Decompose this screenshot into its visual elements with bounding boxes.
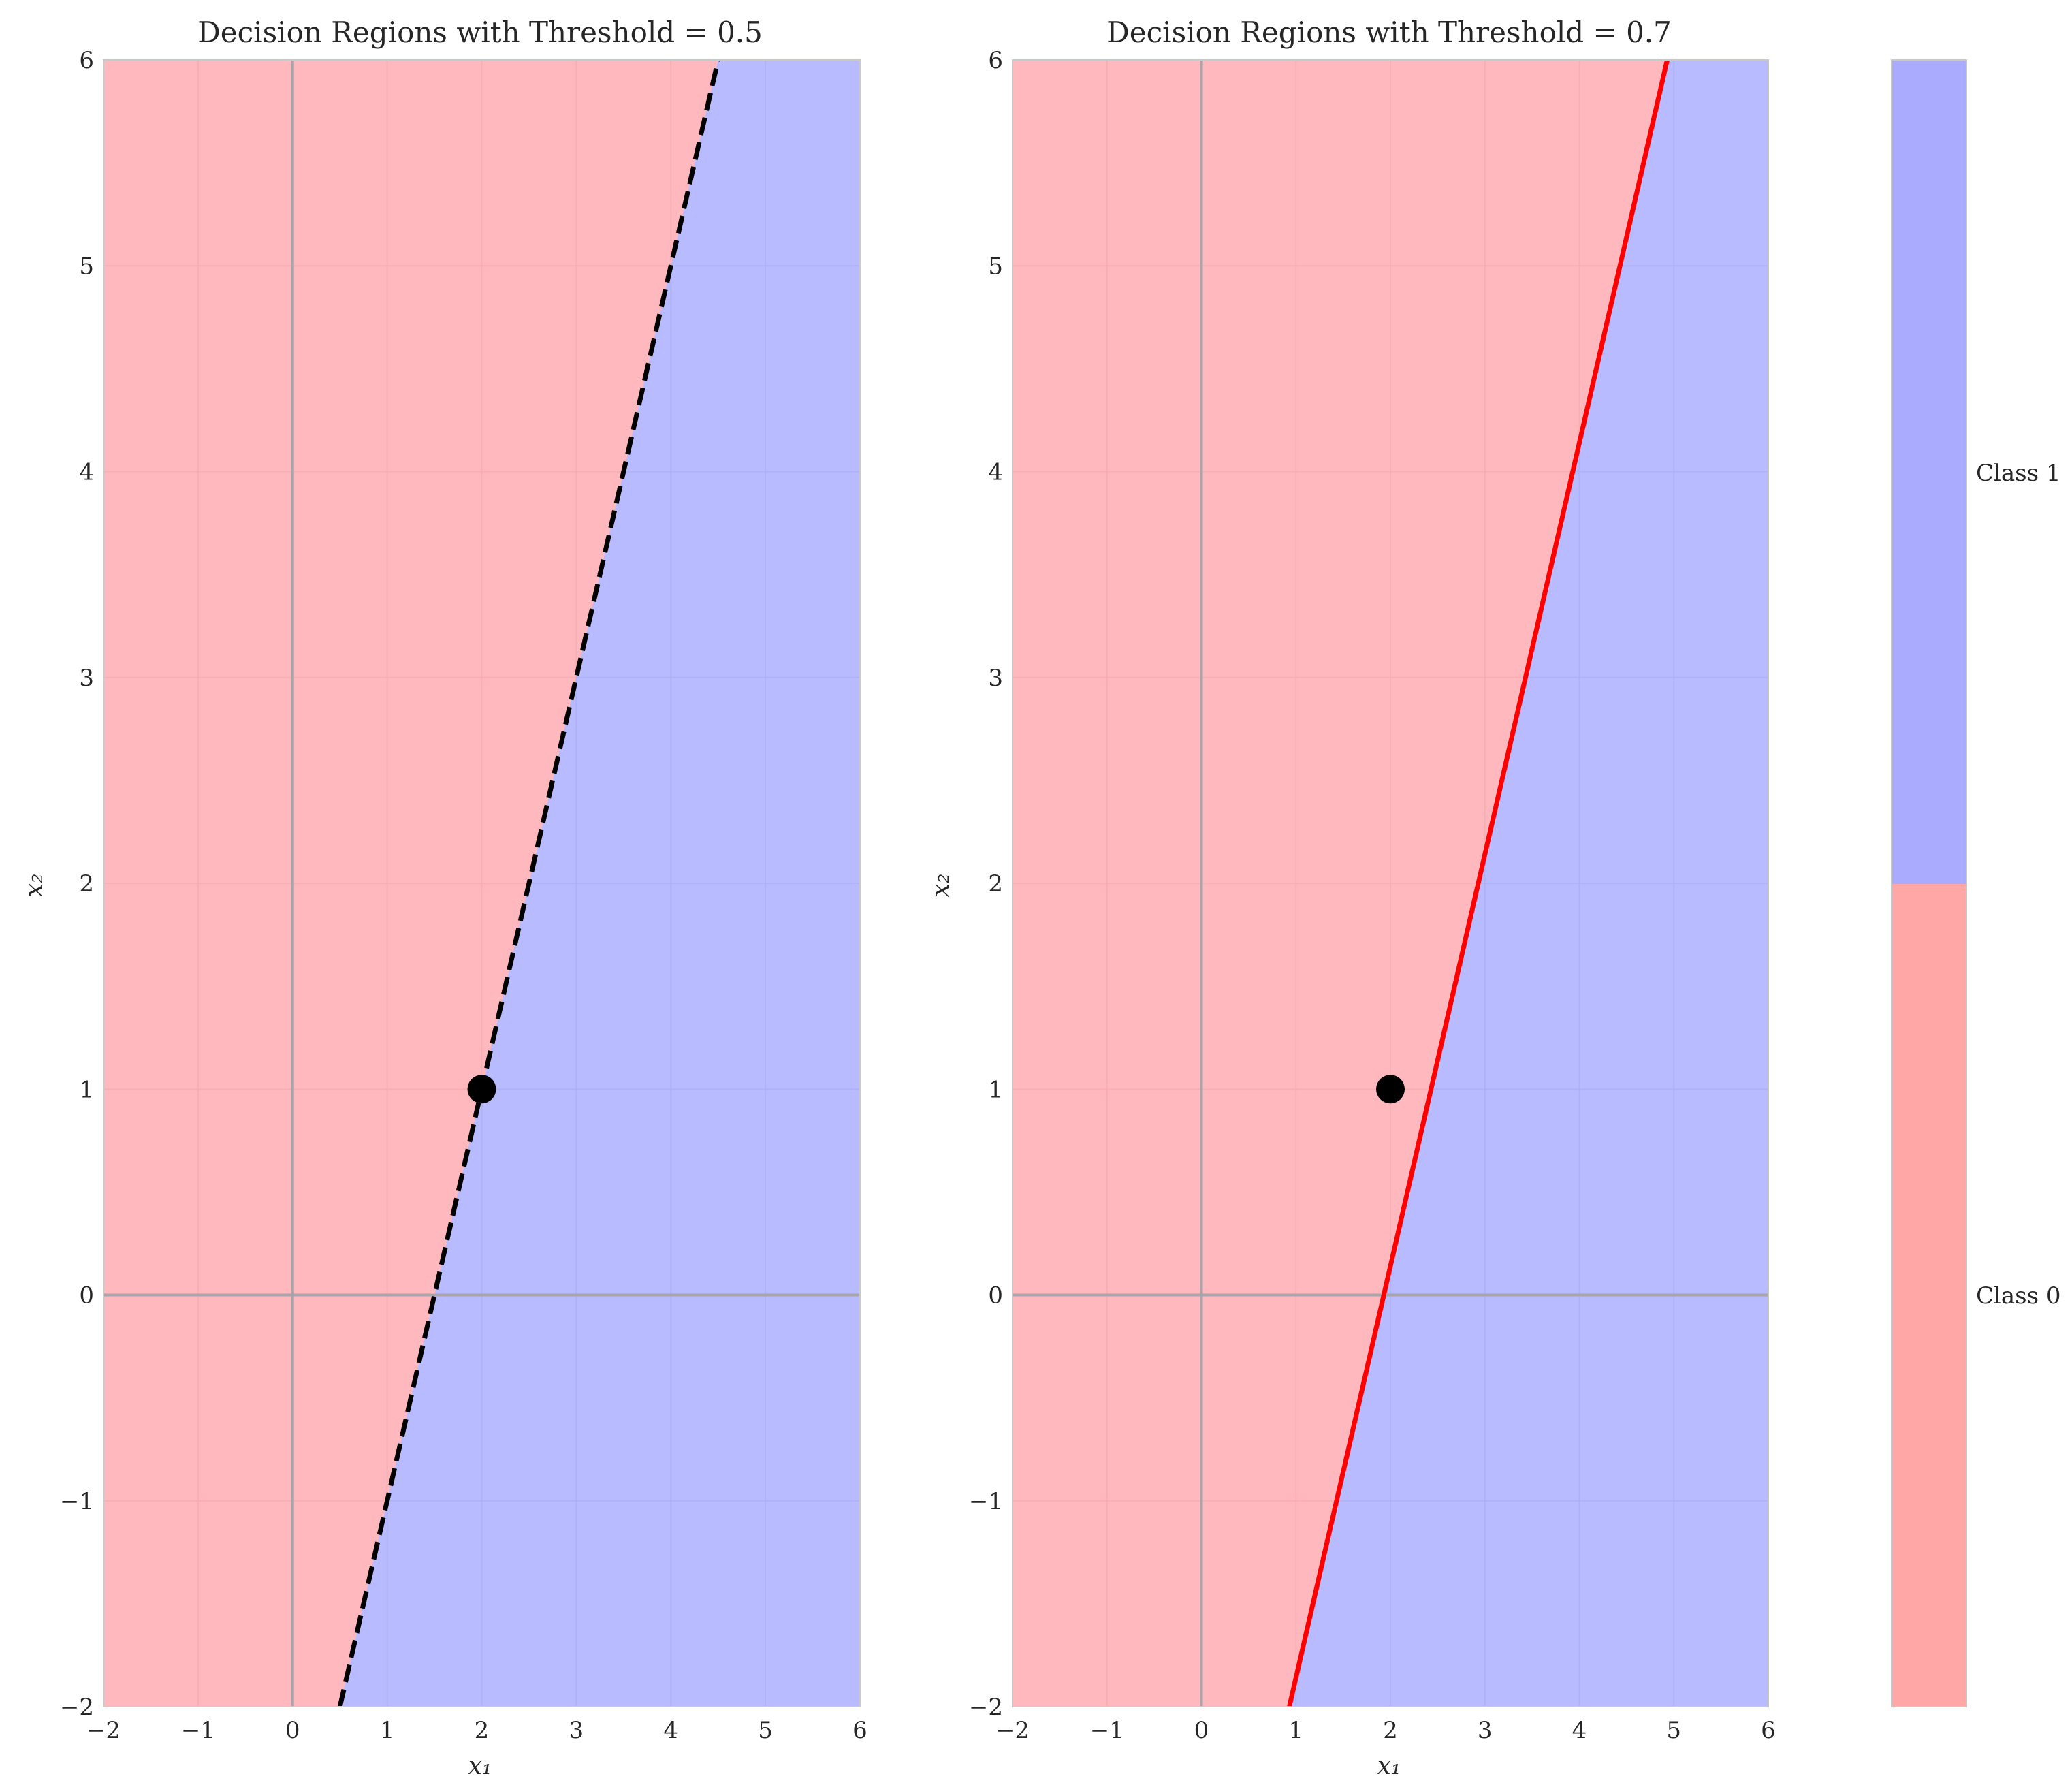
colorbar-label-class-0: Class 0	[1976, 1282, 2061, 1310]
y-axis-label: x₂	[927, 874, 955, 898]
colorbar-class-0-segment	[1892, 884, 1966, 1707]
x-tick-label: 2	[475, 1717, 490, 1744]
x-tick-label: 1	[1288, 1717, 1303, 1744]
x-tick-label: −1	[181, 1717, 215, 1744]
y-tick-label: 4	[988, 459, 1003, 486]
plot-panel-threshold-0-7: Decision Regions with Threshold = 0.7 −2…	[927, 16, 1776, 1780]
y-axis-label: x₂	[20, 874, 48, 898]
y-tick-labels: −2 −1 0 1 2 3 4 5 6	[969, 47, 1003, 1721]
x-tick-label: 6	[1761, 1717, 1776, 1744]
y-tick-label: 4	[79, 459, 94, 486]
y-tick-label: −1	[60, 1488, 94, 1515]
plot-panel-threshold-0-5: Decision Regions with Threshold = 0.5 −2…	[20, 16, 867, 1780]
y-tick-label: 2	[79, 870, 94, 898]
plot-content	[1013, 60, 1768, 1707]
plot-title: Decision Regions with Threshold = 0.7	[1106, 16, 1672, 49]
x-tick-label: 6	[852, 1717, 867, 1744]
decision-boundary-line	[337, 60, 721, 1707]
plot-area	[1012, 59, 1769, 1707]
y-tick-label: 0	[988, 1282, 1003, 1310]
y-tick-label: 0	[79, 1282, 94, 1310]
y-tick-label: 1	[79, 1076, 94, 1103]
data-point	[467, 1075, 496, 1104]
x-tick-labels: −2 −1 0 1 2 3 4 5 6	[995, 1717, 1776, 1744]
x-tick-label: −1	[1090, 1717, 1124, 1744]
data-point	[1376, 1075, 1405, 1104]
y-tick-label: 6	[988, 47, 1003, 74]
x-tick-label: −2	[86, 1717, 121, 1744]
colorbar-frame	[1891, 59, 1967, 1707]
plot-content	[103, 60, 860, 1707]
x-tick-label: 5	[1666, 1717, 1681, 1744]
axes-frame	[103, 59, 861, 1707]
plot-title: Decision Regions with Threshold = 0.5	[197, 16, 763, 49]
x-tick-label: 3	[569, 1717, 584, 1744]
y-tick-label: −2	[969, 1694, 1003, 1721]
x-tick-label: 5	[758, 1717, 773, 1744]
x-axis-label: x₁	[1377, 1752, 1401, 1780]
decision-boundary-line	[1287, 60, 1670, 1707]
y-tick-label: 5	[988, 253, 1003, 280]
colorbar-label-class-1: Class 1	[1976, 460, 2061, 487]
y-tick-label: 5	[79, 253, 94, 280]
x-tick-label: 1	[380, 1717, 395, 1744]
x-tick-label: 2	[1383, 1717, 1398, 1744]
y-tick-labels: −2 −1 0 1 2 3 4 5 6	[60, 47, 94, 1721]
y-tick-label: −1	[969, 1488, 1003, 1515]
x-tick-labels: −2 −1 0 1 2 3 4 5 6	[86, 1717, 867, 1744]
x-tick-label: 3	[1478, 1717, 1493, 1744]
x-tick-label: 0	[285, 1717, 300, 1744]
y-tick-label: 3	[79, 665, 94, 692]
x-axis-label: x₁	[468, 1752, 492, 1780]
plot-area	[103, 59, 861, 1707]
axes-frame	[1012, 59, 1769, 1707]
colorbar: Class 1 Class 0	[1891, 59, 2061, 1707]
x-tick-label: −2	[995, 1717, 1030, 1744]
x-tick-label: 4	[663, 1717, 678, 1744]
y-tick-label: −2	[60, 1694, 94, 1721]
y-tick-label: 3	[988, 665, 1003, 692]
colorbar-class-1-segment	[1892, 60, 1966, 884]
x-tick-label: 4	[1572, 1717, 1587, 1744]
y-tick-label: 2	[988, 870, 1003, 898]
y-tick-label: 6	[79, 47, 94, 74]
y-tick-label: 1	[988, 1076, 1003, 1103]
x-tick-label: 0	[1194, 1717, 1209, 1744]
